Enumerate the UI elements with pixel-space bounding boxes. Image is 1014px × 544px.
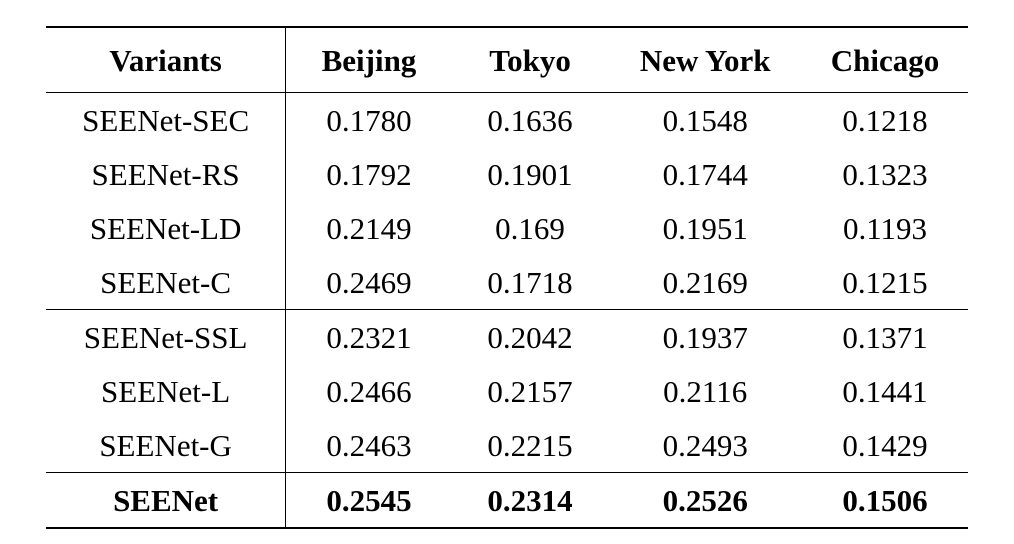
- row-value: 0.2149: [286, 201, 452, 255]
- row-value: 0.2116: [608, 364, 802, 418]
- row-value: 0.1193: [802, 201, 968, 255]
- row-value: 0.1937: [608, 310, 802, 365]
- col-header-variants: Variants: [46, 27, 286, 93]
- row-value: 0.1548: [608, 93, 802, 148]
- row-label: SEENet-LD: [46, 201, 286, 255]
- row-value: 0.1636: [452, 93, 609, 148]
- table-body: SEENet-SEC0.17800.16360.15480.1218SEENet…: [46, 93, 968, 529]
- row-value: 0.1718: [452, 255, 609, 310]
- row-value: 0.1506: [802, 473, 968, 529]
- row-label: SEENet: [46, 473, 286, 529]
- row-value: 0.2466: [286, 364, 452, 418]
- row-value: 0.2169: [608, 255, 802, 310]
- row-label: SEENet-G: [46, 418, 286, 473]
- table-header-row: Variants Beijing Tokyo New York Chicago: [46, 27, 968, 93]
- row-value: 0.2463: [286, 418, 452, 473]
- row-value: 0.2493: [608, 418, 802, 473]
- row-value: 0.1780: [286, 93, 452, 148]
- table-row: SEENet-SEC0.17800.16360.15480.1218: [46, 93, 968, 148]
- row-label: SEENet-RS: [46, 147, 286, 201]
- row-value: 0.2321: [286, 310, 452, 365]
- row-value: 0.1901: [452, 147, 609, 201]
- table-row: SEENet0.25450.23140.25260.1506: [46, 473, 968, 529]
- row-value: 0.2314: [452, 473, 609, 529]
- row-label: SEENet-SSL: [46, 310, 286, 365]
- row-value: 0.169: [452, 201, 609, 255]
- table-row: SEENet-RS0.17920.19010.17440.1323: [46, 147, 968, 201]
- row-value: 0.2469: [286, 255, 452, 310]
- table-row: SEENet-LD0.21490.1690.19510.1193: [46, 201, 968, 255]
- row-value: 0.1792: [286, 147, 452, 201]
- row-value: 0.1323: [802, 147, 968, 201]
- row-value: 0.2545: [286, 473, 452, 529]
- row-label: SEENet-SEC: [46, 93, 286, 148]
- row-label: SEENet-L: [46, 364, 286, 418]
- row-value: 0.2215: [452, 418, 609, 473]
- row-value: 0.2042: [452, 310, 609, 365]
- row-value: 0.1951: [608, 201, 802, 255]
- table-row: SEENet-L0.24660.21570.21160.1441: [46, 364, 968, 418]
- row-value: 0.1441: [802, 364, 968, 418]
- table-row: SEENet-SSL0.23210.20420.19370.1371: [46, 310, 968, 365]
- row-label: SEENet-C: [46, 255, 286, 310]
- col-header-chicago: Chicago: [802, 27, 968, 93]
- row-value: 0.1744: [608, 147, 802, 201]
- results-table: Variants Beijing Tokyo New York Chicago …: [46, 26, 968, 529]
- col-header-tokyo: Tokyo: [452, 27, 609, 93]
- col-header-newyork: New York: [608, 27, 802, 93]
- row-value: 0.1371: [802, 310, 968, 365]
- row-value: 0.2526: [608, 473, 802, 529]
- row-value: 0.1429: [802, 418, 968, 473]
- col-header-beijing: Beijing: [286, 27, 452, 93]
- table-row: SEENet-G0.24630.22150.24930.1429: [46, 418, 968, 473]
- row-value: 0.1218: [802, 93, 968, 148]
- row-value: 0.1215: [802, 255, 968, 310]
- table-row: SEENet-C0.24690.17180.21690.1215: [46, 255, 968, 310]
- row-value: 0.2157: [452, 364, 609, 418]
